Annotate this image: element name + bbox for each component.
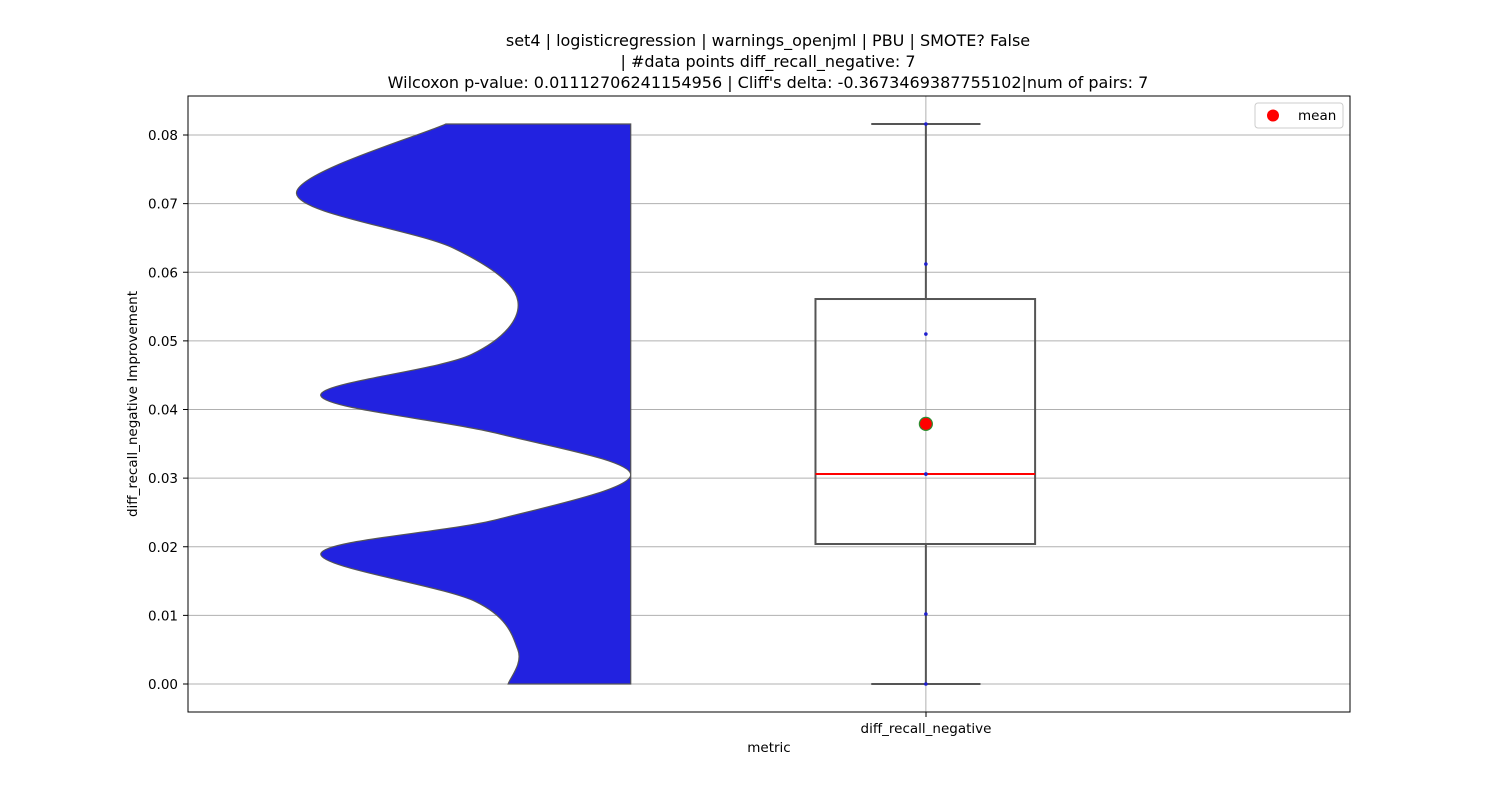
y-tick-label: 0.02 (148, 540, 178, 556)
violin-body (295, 123, 632, 685)
y-tick-label: 0.01 (148, 608, 178, 624)
legend-mean-label: mean (1298, 108, 1336, 124)
iqr-box (814, 298, 1037, 546)
x-axis-label: metric (747, 740, 790, 756)
y-tick-label: 0.05 (148, 334, 178, 350)
y-tick-label: 0.04 (148, 403, 178, 419)
mean-marker (918, 416, 933, 432)
data-point (924, 682, 928, 686)
title-line-3: Wilcoxon p-value: 0.01112706241154956 | … (388, 73, 1149, 92)
legend-box (1254, 102, 1344, 129)
title-line-2: | #data points diff_recall_negative: 7 (620, 52, 915, 72)
y-tick-label: 0.06 (148, 265, 178, 281)
y-axis-ticks: 0.00 0.01 0.02 0.03 0.04 0.05 0.06 0.07 0.08 (148, 128, 188, 693)
legend: mean (1254, 102, 1344, 129)
title-line-1: set4 | logisticregression | warnings_ope… (506, 31, 1030, 51)
legend-mean-marker (1267, 109, 1279, 122)
data-point (924, 332, 928, 336)
y-tick-label: 0.00 (148, 677, 178, 693)
y-tick-label: 0.08 (148, 128, 178, 144)
violin-plot (295, 123, 632, 685)
data-point (924, 612, 928, 616)
data-points (924, 122, 928, 686)
data-point (924, 262, 928, 266)
data-point (924, 122, 928, 126)
mean-marker-group (918, 416, 933, 432)
y-tick-label: 0.07 (148, 197, 178, 213)
plot-frame (187, 95, 1351, 713)
x-tick-label: diff_recall_negative (861, 721, 992, 737)
y-tick-label: 0.03 (148, 471, 178, 487)
chart-title: set4 | logisticregression | warnings_ope… (388, 31, 1149, 92)
x-axis-ticks: diff_recall_negative (861, 712, 992, 737)
y-axis-label: diff_recall_negative Improvement (125, 291, 141, 517)
data-point (924, 472, 928, 476)
box-plot (814, 123, 1037, 685)
